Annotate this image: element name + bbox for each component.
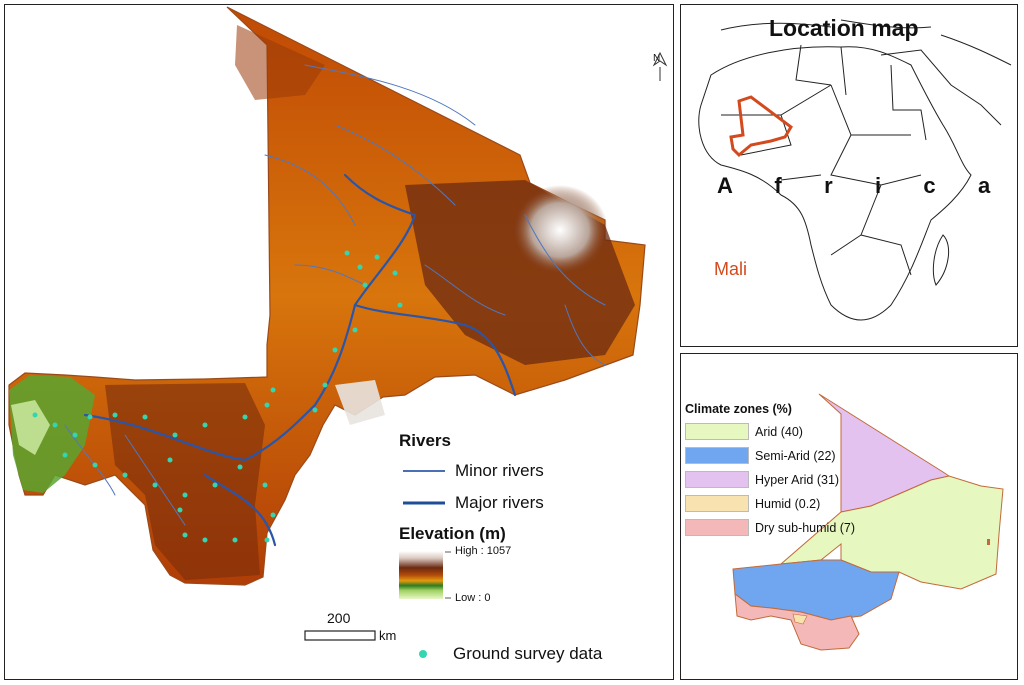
climate-legend-title: Climate zones (%) (685, 402, 792, 416)
elevation-high-label: High : 1057 (455, 545, 512, 557)
western-lowlands-light (11, 400, 50, 455)
semi-arid-swatch (685, 447, 749, 464)
hyper-arid-label: Hyper Arid (31) (755, 472, 840, 487)
ground-survey-points (32, 250, 403, 543)
major-rivers-label: Major rivers (455, 493, 544, 512)
north-arrow-icon (652, 51, 668, 81)
elevation-map-panel: N Rivers Minor rivers Major rivers Eleva… (4, 4, 674, 680)
dry-sub-humid-label: Dry sub-humid (7) (755, 520, 856, 535)
location-map-title: Location map (769, 15, 919, 41)
legend-hyper-arid: Hyper Arid (31) (685, 471, 839, 488)
legend-dry-sub-humid: Dry sub-humid (7) (685, 519, 855, 536)
mali-highlight (729, 95, 793, 158)
survey-legend-label: Ground survey data (453, 644, 603, 663)
legend-arid: Arid (40) (685, 423, 803, 440)
rivers-legend-title: Rivers (399, 431, 451, 450)
semi-arid-label: Semi-Arid (22) (755, 448, 836, 463)
minor-rivers-label: Minor rivers (455, 461, 544, 480)
continent-label: A f r i c a (717, 173, 997, 198)
dry-sub-humid-swatch (685, 519, 749, 536)
climate-zones-panel: Climate zones (%) Arid (40) Semi-Arid (2… (680, 353, 1018, 680)
northern-plateau (235, 25, 325, 100)
country-label: Mali (714, 259, 748, 279)
elevation-low-label: Low : 0 (455, 592, 491, 604)
scale-bar (304, 630, 376, 641)
scale-bar-unit: km (379, 628, 397, 643)
southwest-hills (105, 383, 265, 580)
dogon-plateau (335, 380, 385, 425)
hyper-arid-swatch (685, 471, 749, 488)
humid-swatch (685, 495, 749, 512)
major-rivers (83, 173, 517, 547)
zone-arid (779, 475, 1004, 590)
arid-swatch (685, 423, 749, 440)
country-borders (698, 19, 1012, 321)
legend-semi-arid: Semi-Arid (22) (685, 447, 836, 464)
elevation-map (8, 6, 668, 658)
zone-humid (792, 613, 808, 625)
adrar-highland (512, 185, 608, 275)
elevation-color-ramp (399, 551, 443, 599)
humid-label: Humid (0.2) (755, 496, 821, 511)
africa-outline-map (698, 19, 1012, 321)
survey-legend-dot (419, 650, 427, 658)
location-map-panel: Location map A f r i c a Mali (680, 4, 1018, 347)
climate-zones-map (732, 393, 1004, 651)
north-arrow-label: N (653, 51, 661, 62)
elevation-legend-title: Elevation (m) (399, 524, 506, 543)
arid-label: Arid (40) (755, 424, 803, 439)
legend-humid: Humid (0.2) (685, 495, 820, 512)
scale-bar-value: 200 (327, 610, 351, 626)
